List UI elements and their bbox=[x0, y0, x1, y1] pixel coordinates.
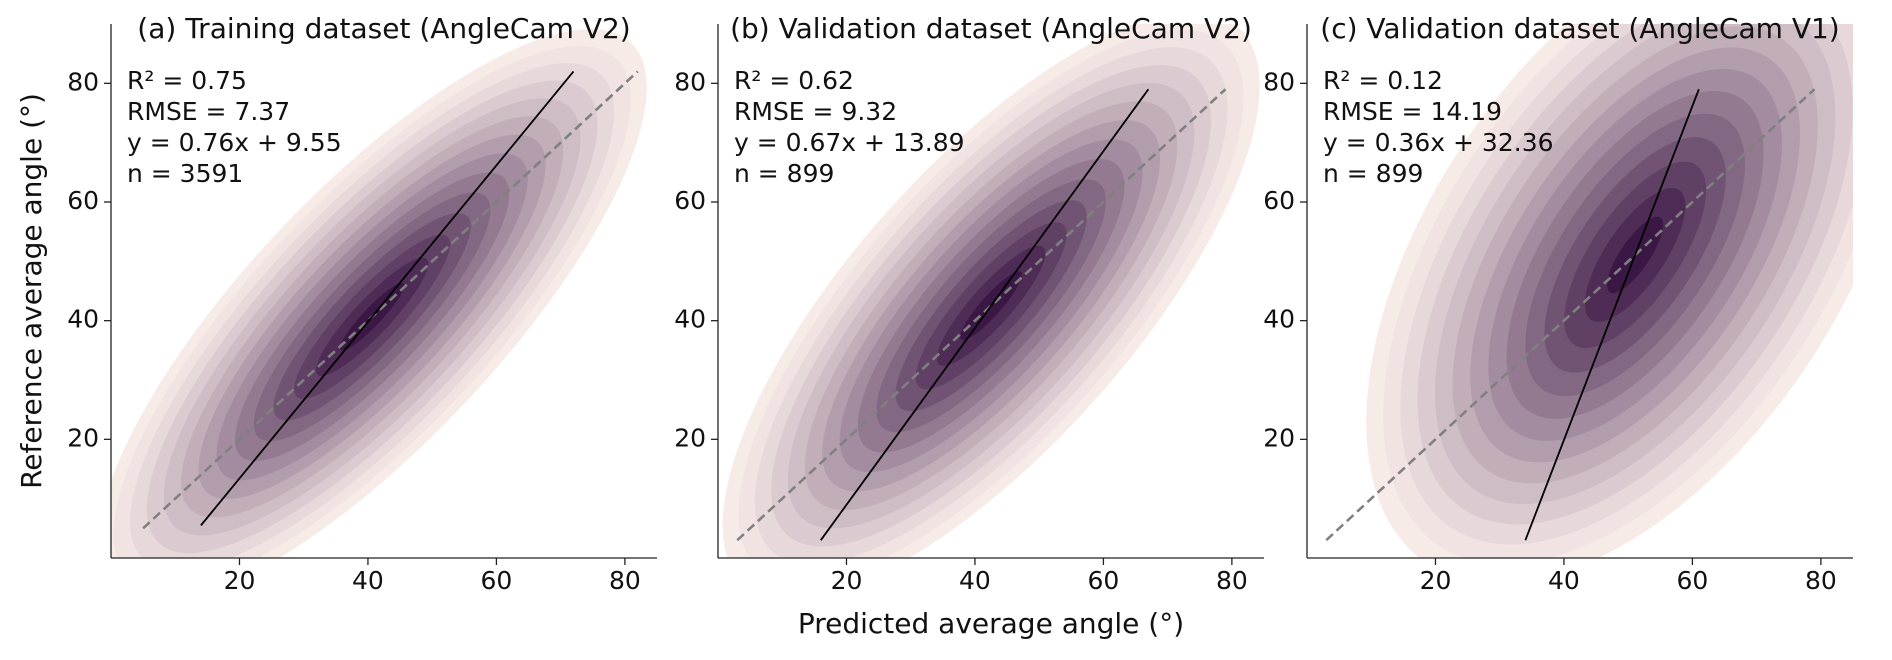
annotation: RMSE = 7.37 bbox=[127, 97, 290, 126]
y-tick-label: 20 bbox=[674, 423, 706, 452]
x-tick-label: 80 bbox=[1216, 566, 1248, 595]
annotation: y = 0.36x + 32.36 bbox=[1323, 128, 1554, 157]
panel-title: (c) Validation dataset (AngleCam V1) bbox=[1320, 12, 1839, 45]
x-tick-label: 40 bbox=[352, 566, 384, 595]
x-tick-label: 80 bbox=[609, 566, 641, 595]
annotation: n = 899 bbox=[1323, 159, 1423, 188]
y-tick-label: 40 bbox=[1263, 305, 1295, 334]
line bbox=[736, 88, 1227, 542]
annotation: R² = 0.75 bbox=[127, 66, 247, 95]
x-axis-label: Predicted average angle (°) bbox=[798, 607, 1184, 640]
y-tick-label: 80 bbox=[67, 67, 99, 96]
line bbox=[1325, 88, 1816, 542]
x-tick-label: 20 bbox=[224, 566, 256, 595]
y-tick-label: 60 bbox=[1263, 186, 1295, 215]
panel-title: (a) Training dataset (AngleCam V2) bbox=[137, 12, 630, 45]
line bbox=[142, 70, 639, 530]
y-tick-label: 80 bbox=[1263, 67, 1295, 96]
y-tick-label: 40 bbox=[67, 305, 99, 334]
x-tick-label: 60 bbox=[481, 566, 513, 595]
x-tick-label: 40 bbox=[1548, 566, 1580, 595]
x-tick-label: 60 bbox=[1677, 566, 1709, 595]
line bbox=[200, 70, 575, 526]
x-tick-label: 80 bbox=[1805, 566, 1837, 595]
annotation: RMSE = 9.32 bbox=[734, 97, 897, 126]
annotation: RMSE = 14.19 bbox=[1323, 97, 1502, 126]
x-tick-label: 60 bbox=[1088, 566, 1120, 595]
y-tick-label: 20 bbox=[67, 423, 99, 452]
panel-title: (b) Validation dataset (AngleCam V2) bbox=[730, 12, 1252, 45]
annotation: R² = 0.62 bbox=[734, 66, 854, 95]
x-tick-label: 20 bbox=[1420, 566, 1452, 595]
x-tick-label: 20 bbox=[831, 566, 863, 595]
line bbox=[1524, 88, 1700, 541]
line bbox=[820, 88, 1150, 541]
y-axis-label: Reference average angle (°) bbox=[15, 93, 48, 489]
x-tick-label: 40 bbox=[959, 566, 991, 595]
y-tick-label: 60 bbox=[67, 186, 99, 215]
y-tick-label: 20 bbox=[1263, 423, 1295, 452]
annotation: R² = 0.12 bbox=[1323, 66, 1443, 95]
annotation: n = 3591 bbox=[127, 159, 243, 188]
annotation: n = 899 bbox=[734, 159, 834, 188]
annotation: y = 0.67x + 13.89 bbox=[734, 128, 965, 157]
y-tick-label: 80 bbox=[674, 67, 706, 96]
annotation: y = 0.76x + 9.55 bbox=[127, 128, 342, 157]
y-tick-label: 40 bbox=[674, 305, 706, 334]
y-tick-label: 60 bbox=[674, 186, 706, 215]
